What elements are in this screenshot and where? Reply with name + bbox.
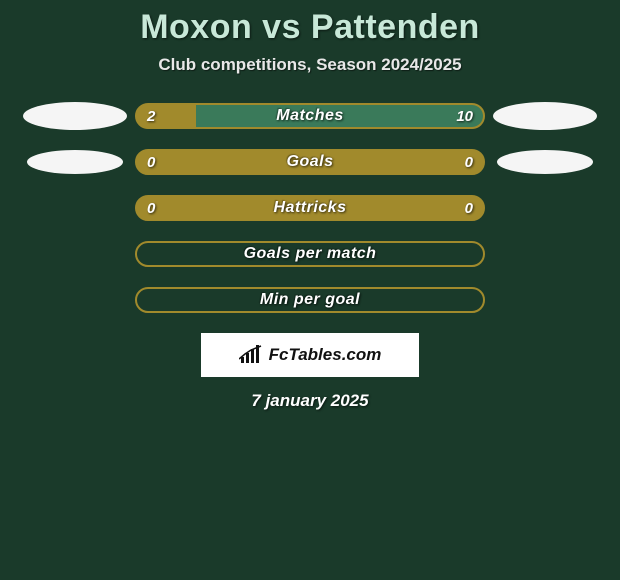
stat-value-right: 0 — [465, 197, 473, 219]
stat-label: Min per goal — [137, 289, 483, 311]
stat-value-right: 0 — [465, 151, 473, 173]
stat-row: Matches2 10 — [0, 103, 620, 129]
stat-row: Min per goal — [0, 287, 620, 313]
stat-label: Hattricks — [137, 197, 483, 219]
stat-label: Goals per match — [137, 243, 483, 265]
stat-value-left: 0 — [147, 197, 155, 219]
player-avatar-left — [27, 150, 123, 174]
page-title: Moxon vs Pattenden — [0, 8, 620, 47]
player-avatar-right — [497, 150, 593, 174]
stat-bar: Goals0 0 — [135, 149, 485, 175]
stat-bar: Matches2 10 — [135, 103, 485, 129]
avatar-slot-left — [15, 150, 135, 174]
chart-icon — [239, 345, 263, 365]
brand-badge: FcTables.com — [201, 333, 419, 377]
stat-bar: Hattricks0 0 — [135, 195, 485, 221]
stat-bar: Min per goal — [135, 287, 485, 313]
stat-row: Goals0 0 — [0, 149, 620, 175]
stat-label: Matches — [137, 105, 483, 127]
stats-container: Matches210Goals00Hattricks00Goals per ma… — [0, 103, 620, 313]
avatar-slot-right — [485, 150, 605, 174]
stat-row: Hattricks0 0 — [0, 195, 620, 221]
stat-value-left: 2 — [147, 105, 155, 127]
stat-value-right: 10 — [456, 105, 473, 127]
stat-bar: Goals per match — [135, 241, 485, 267]
brand-text: FcTables.com — [269, 345, 382, 365]
avatar-slot-left — [15, 102, 135, 130]
stat-value-left: 0 — [147, 151, 155, 173]
player-avatar-left — [23, 102, 127, 130]
date-text: 7 january 2025 — [0, 391, 620, 411]
subtitle: Club competitions, Season 2024/2025 — [0, 55, 620, 75]
comparison-card: Moxon vs Pattenden Club competitions, Se… — [0, 0, 620, 580]
player-avatar-right — [493, 102, 597, 130]
stat-label: Goals — [137, 151, 483, 173]
avatar-slot-right — [485, 102, 605, 130]
stat-row: Goals per match — [0, 241, 620, 267]
